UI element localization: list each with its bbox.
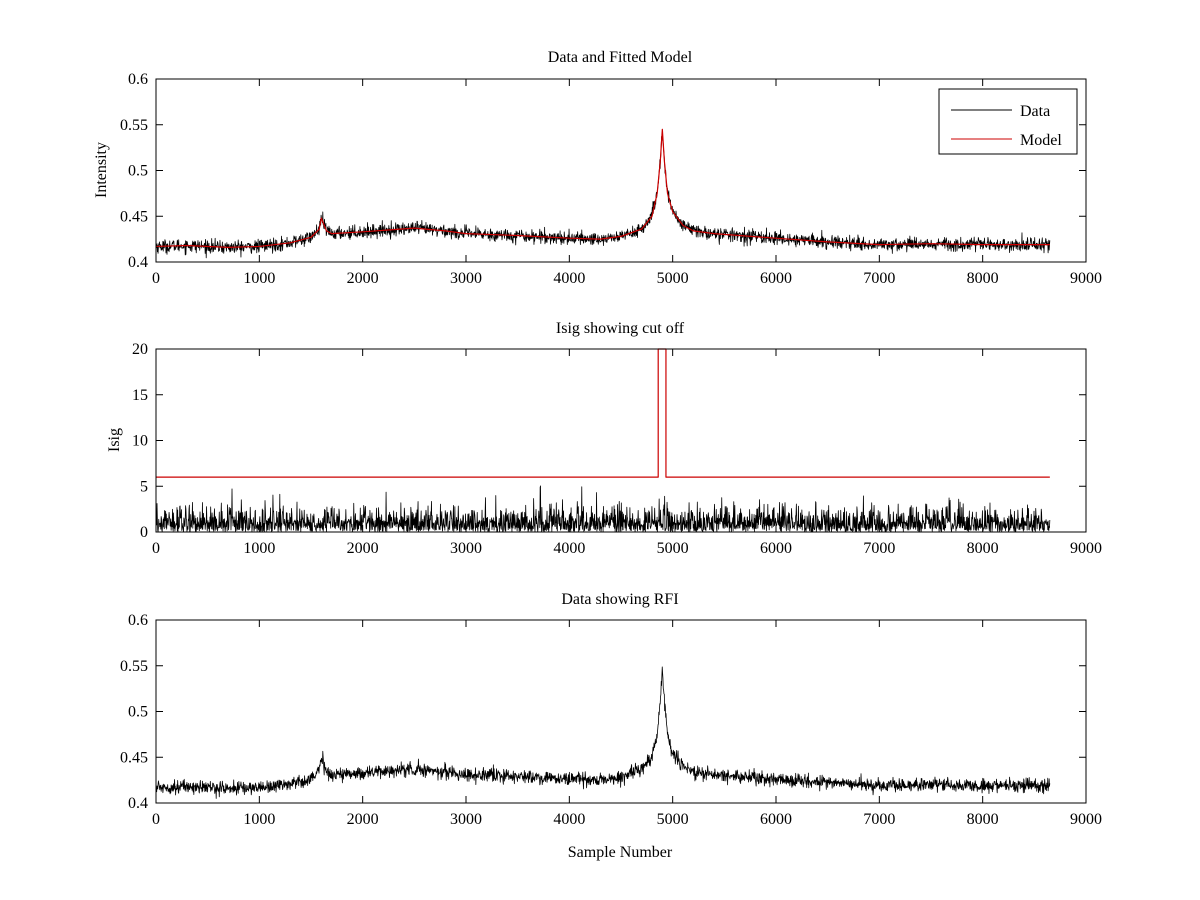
x-tick-label: 8000 (967, 811, 999, 828)
panel-title: Data showing RFI (561, 591, 678, 608)
y-tick-label: 0.4 (128, 254, 148, 271)
x-tick-label: 8000 (967, 540, 999, 557)
series-data (155, 666, 1051, 799)
y-tick-label: 10 (132, 433, 148, 450)
series-data (155, 133, 1051, 259)
x-tick-label: 5000 (657, 811, 689, 828)
y-axis-label: Intensity (93, 142, 110, 198)
x-tick-label: 8000 (967, 270, 999, 287)
legend: Data Model (938, 88, 1078, 155)
x-tick-label: 0 (152, 270, 160, 287)
y-tick-label: 0.45 (120, 749, 148, 766)
series-isig (155, 485, 1051, 533)
x-tick-label: 1000 (243, 811, 275, 828)
y-tick-label: 0.5 (128, 704, 148, 721)
y-tick-label: 0.5 (128, 163, 148, 180)
x-tick-label: 7000 (863, 270, 895, 287)
x-tick-label: 4000 (553, 270, 585, 287)
y-tick-label: 0.6 (128, 71, 148, 88)
y-tick-label: 0.4 (128, 795, 148, 812)
x-tick-label: 3000 (450, 540, 482, 557)
legend-label-data: Data (1020, 103, 1050, 120)
y-tick-label: 0.6 (128, 612, 148, 629)
x-tick-label: 6000 (760, 270, 792, 287)
x-tick-label: 5000 (657, 270, 689, 287)
ticks-layer: 0 1000 2000 3000 4000 5000 6000 7000 8000 9000 0.4… (120, 612, 1102, 828)
legend-label-model: Model (1020, 132, 1062, 149)
plot-border (155, 348, 1087, 533)
y-tick-label: 0 (140, 524, 148, 541)
x-tick-label: 6000 (760, 540, 792, 557)
y-axis-label: Isig (106, 428, 123, 452)
panel-data-rfi: Data showing RFI 0 1000 2000 3000 4000 5000 60… (120, 591, 1102, 861)
plot-frame (155, 78, 1087, 263)
y-tick-label: 20 (132, 341, 148, 358)
x-tick-label: 2000 (347, 811, 379, 828)
series-layer (155, 666, 1051, 799)
x-tick-label: 7000 (863, 540, 895, 557)
x-tick-label: 4000 (553, 811, 585, 828)
x-tick-label: 2000 (347, 540, 379, 557)
panel-title: Isig showing cut off (556, 320, 685, 337)
series-layer (155, 128, 1051, 259)
plot-border (155, 78, 1087, 263)
ticks-layer: 0 1000 2000 3000 4000 5000 6000 7000 8000 9000 0.4… (120, 71, 1102, 287)
series-model (155, 128, 1050, 248)
x-tick-label: 2000 (347, 270, 379, 287)
y-tick-label: 0.45 (120, 208, 148, 225)
x-tick-label: 7000 (863, 811, 895, 828)
x-axis-label: Sample Number (568, 844, 673, 861)
x-tick-label: 5000 (657, 540, 689, 557)
y-tick-label: 0.55 (120, 117, 148, 134)
x-tick-label: 0 (152, 811, 160, 828)
ticks-layer: 0 1000 2000 3000 4000 5000 6000 7000 8000 9000 0 5 1… (132, 341, 1102, 557)
x-tick-label: 9000 (1070, 270, 1102, 287)
x-tick-label: 0 (152, 540, 160, 557)
x-tick-label: 3000 (450, 811, 482, 828)
x-tick-label: 9000 (1070, 811, 1102, 828)
panel-isig-cut-off: Isig showing cut off 0 1000 2000 3000 4000 50… (106, 320, 1102, 557)
x-tick-label: 6000 (760, 811, 792, 828)
y-tick-label: 0.55 (120, 658, 148, 675)
panel-data-fitted-model: Data and Fitted Model 0 1000 2000 3000 4000 5… (93, 49, 1102, 287)
x-tick-label: 4000 (553, 540, 585, 557)
x-tick-label: 9000 (1070, 540, 1102, 557)
panel-title: Data and Fitted Model (548, 49, 693, 66)
plot-border (155, 619, 1087, 804)
x-tick-label: 1000 (243, 270, 275, 287)
x-tick-label: 1000 (243, 540, 275, 557)
x-tick-label: 3000 (450, 270, 482, 287)
y-tick-label: 5 (140, 478, 148, 495)
legend-box (938, 88, 1078, 155)
y-tick-label: 15 (132, 387, 148, 404)
